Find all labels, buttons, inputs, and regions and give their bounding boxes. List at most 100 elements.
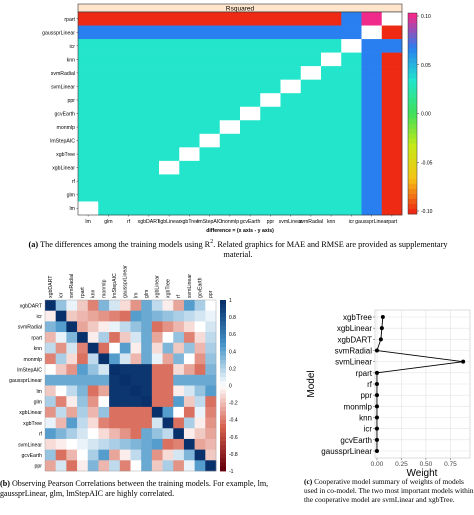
heatmap-cell — [381, 106, 403, 121]
heatmap-cell — [138, 25, 160, 40]
correlation-cell — [141, 353, 153, 365]
correlation-cell — [87, 342, 99, 354]
correlation-cell — [66, 406, 78, 418]
correlation-cell — [66, 321, 78, 333]
heatmap-cell — [118, 133, 140, 148]
correlation-cell — [194, 428, 206, 440]
colorbar-tick-label: 1 — [229, 298, 232, 304]
heatmap-cell — [300, 160, 322, 175]
correlation-cell — [151, 342, 163, 354]
correlation-cell — [119, 438, 131, 450]
heatmap-cell — [381, 133, 403, 148]
heatmap-cell — [118, 93, 140, 108]
correlation-cell — [55, 417, 67, 429]
heatmap-cell — [159, 25, 180, 40]
correlation-cell — [77, 364, 89, 376]
correlation-cell — [194, 332, 206, 344]
heatmap-cell — [341, 147, 362, 162]
heatmap-cell — [321, 93, 342, 108]
correlation-cell — [87, 321, 99, 333]
heatmap-cell — [78, 106, 99, 121]
colorbar-segment — [408, 93, 417, 99]
colorbar-tick-label: 0 — [229, 384, 232, 390]
y-tick-label: rf — [72, 179, 76, 185]
colorbar-segment — [408, 88, 417, 94]
correlation-cell — [98, 364, 110, 376]
heatmap-cell — [219, 79, 241, 94]
colorbar-segment — [220, 453, 226, 459]
correlation-cell — [183, 332, 195, 344]
correlation-cell — [162, 364, 174, 376]
correlation-cell — [151, 396, 163, 408]
heatmap-cell — [361, 25, 383, 40]
weight-point — [378, 337, 383, 342]
correlation-cell — [151, 353, 163, 365]
x-tick-label: 0.00 — [371, 461, 384, 468]
colorbar-segment — [408, 173, 417, 180]
heatmap-cell — [219, 39, 241, 53]
correlation-cell — [141, 385, 153, 397]
correlation-cell — [151, 332, 163, 344]
correlation-cell — [173, 364, 185, 376]
heatmap-cell — [199, 106, 221, 121]
correlation-cell — [194, 438, 206, 450]
correlation-cell — [194, 353, 206, 365]
correlation-cell — [130, 321, 142, 333]
heatmap-cell — [280, 160, 302, 175]
heatmap-cell — [199, 174, 221, 189]
heatmap-cell — [300, 201, 322, 216]
correlation-cell — [141, 428, 153, 440]
heatmap-cell — [321, 25, 342, 40]
y-tick-label: xgbTree — [56, 152, 75, 158]
colorbar-segment — [408, 108, 417, 114]
correlation-cell — [55, 374, 67, 386]
heatmap-cell — [260, 120, 281, 135]
heatmap-cell — [199, 25, 221, 40]
correlation-cell — [130, 417, 142, 429]
colorbar-tick-label: -0.05 — [421, 160, 433, 166]
correlation-cell — [87, 385, 99, 397]
correlation-cell — [66, 353, 78, 365]
y-tick-label: gcvEarth — [340, 436, 372, 445]
weight-point — [374, 415, 379, 420]
correlation-cell — [141, 374, 153, 386]
correlation-cell — [173, 310, 185, 322]
heatmap-cell — [361, 39, 383, 53]
heatmap-cell — [219, 120, 241, 135]
heatmap-cell — [280, 133, 302, 148]
heatmap-cell — [159, 39, 180, 53]
colorbar-segment — [220, 385, 226, 391]
correlation-cell — [162, 353, 174, 365]
heatmap-cell — [78, 133, 99, 148]
colorbar-segment — [408, 83, 417, 89]
heatmap-cell — [199, 39, 221, 53]
correlation-cell — [194, 310, 206, 322]
correlation-cell — [141, 396, 153, 408]
model-weights-chart: xgbTree xgbLinear xgbDART svmRadial svmLinea… — [306, 309, 471, 478]
correlation-cell — [66, 438, 78, 450]
correlation-cell — [119, 417, 131, 429]
correlation-cell — [119, 310, 131, 322]
colorbar-segment — [408, 63, 417, 69]
correlation-cell — [162, 460, 174, 472]
correlation-cell — [194, 342, 206, 354]
heatmap-cell — [118, 174, 140, 189]
column-label: rf — [176, 294, 182, 298]
correlation-cell — [45, 428, 56, 440]
correlation-cell — [162, 374, 174, 386]
heatmap-cell — [118, 79, 140, 94]
correlation-cell — [109, 364, 121, 376]
correlation-cell — [77, 449, 89, 461]
heatmap-cell — [78, 12, 99, 26]
correlation-cell — [109, 321, 121, 333]
heatmap-cell — [260, 12, 281, 26]
heatmap-cell — [240, 12, 261, 26]
heatmap-cell — [240, 201, 261, 216]
y-tick-label: knn — [359, 414, 372, 423]
heatmap-cell — [341, 106, 362, 121]
correlation-cell — [141, 364, 153, 376]
heatmap-cell — [381, 201, 403, 216]
colorbar-segment — [408, 143, 417, 150]
colorbar-segment — [220, 415, 226, 421]
heatmap-cell — [361, 174, 383, 189]
